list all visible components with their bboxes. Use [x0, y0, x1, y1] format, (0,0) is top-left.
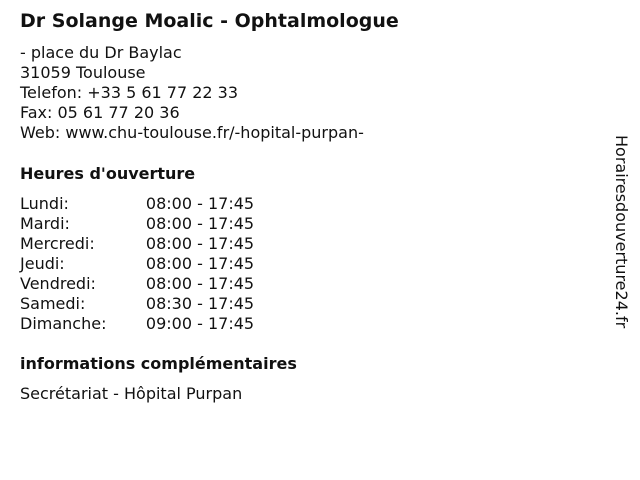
hours-row: Vendredi: 08:00 - 17:45	[20, 274, 280, 294]
day: Vendredi:	[20, 274, 96, 293]
website: Web: www.chu-toulouse.fr/-hopital-purpan…	[20, 123, 364, 142]
hours-row: Jeudi: 08:00 - 17:45	[20, 254, 280, 274]
phone: Telefon: +33 5 61 77 22 33	[20, 83, 239, 102]
extra-text: Secrétariat - Hôpital Purpan	[20, 384, 243, 403]
day: Mercredi:	[20, 234, 95, 253]
day: Mardi:	[20, 214, 70, 233]
hours-row: Mercredi: 08:00 - 17:45	[20, 234, 280, 254]
time: 09:00 - 17:45	[145, 314, 255, 333]
page-title: Dr Solange Moalic - Ophtalmologue	[20, 10, 399, 32]
day: Jeudi:	[20, 254, 65, 273]
site-watermark: Horairesdouverture24.fr	[612, 135, 631, 329]
time: 08:00 - 17:45	[145, 254, 255, 273]
hours-row: Lundi: 08:00 - 17:45	[20, 194, 280, 214]
hours-table: Lundi: 08:00 - 17:45 Mardi: 08:00 - 17:45 …	[20, 194, 280, 334]
extra-heading: informations complémentaires	[20, 354, 297, 373]
address-city: 31059 Toulouse	[20, 63, 146, 82]
time: 08:00 - 17:45	[145, 194, 255, 213]
address-street: - place du Dr Baylac	[20, 43, 182, 62]
hours-row: Mardi: 08:00 - 17:45	[20, 214, 280, 234]
time: 08:00 - 17:45	[145, 274, 255, 293]
hours-heading: Heures d'ouverture	[20, 164, 196, 183]
day: Samedi:	[20, 294, 86, 313]
hours-row: Samedi: 08:30 - 17:45	[20, 294, 280, 314]
time: 08:30 - 17:45	[145, 294, 255, 313]
time: 08:00 - 17:45	[145, 234, 255, 253]
contact-info: - place du Dr Baylac 31059 Toulouse Tele…	[20, 43, 364, 143]
day: Lundi:	[20, 194, 69, 213]
day: Dimanche:	[20, 314, 107, 333]
time: 08:00 - 17:45	[145, 214, 255, 233]
hours-row: Dimanche: 09:00 - 17:45	[20, 314, 280, 334]
fax: Fax: 05 61 77 20 36	[20, 103, 180, 122]
